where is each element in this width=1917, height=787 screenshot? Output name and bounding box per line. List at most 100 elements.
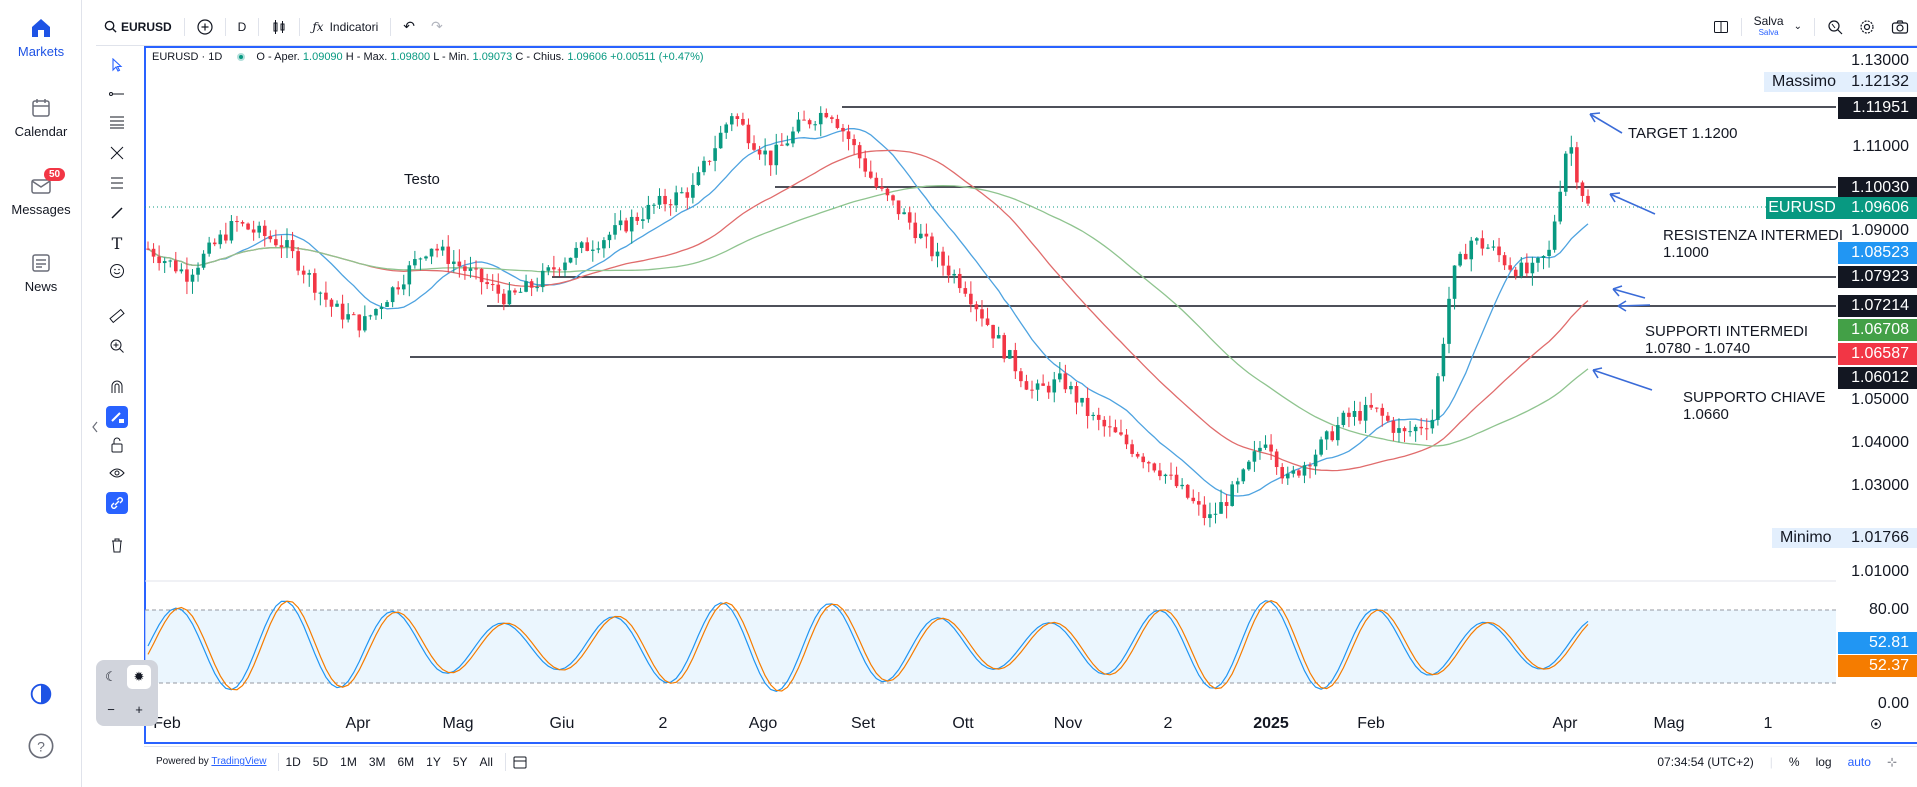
candle-body xyxy=(451,261,456,264)
nav-markets[interactable]: Markets xyxy=(0,16,82,59)
sync-drawings-tool[interactable] xyxy=(106,492,128,514)
range-1m[interactable]: 1M xyxy=(340,754,357,769)
range-5y[interactable]: 5Y xyxy=(452,754,468,769)
arrow-key-support[interactable] xyxy=(1592,367,1653,391)
osc-tick: 0.00 xyxy=(1877,695,1909,712)
symbol-tag: EURUSD xyxy=(1766,197,1838,219)
candle-body xyxy=(290,240,295,252)
pattern-tool[interactable] xyxy=(106,142,128,164)
lock-tool[interactable] xyxy=(106,434,128,456)
nav-news[interactable]: News xyxy=(0,251,82,294)
compare-symbol-button[interactable] xyxy=(189,13,221,41)
goto-date-icon[interactable] xyxy=(512,754,528,770)
zoom-out-button[interactable]: − xyxy=(107,701,115,717)
range-1d[interactable]: 1D xyxy=(285,754,301,769)
price-axis[interactable]: 1.13000 1.11000 1.09000 1.05000 1.04000 … xyxy=(1764,46,1917,736)
candle-body xyxy=(212,242,217,245)
candle-body xyxy=(1052,379,1057,393)
annotation-resistance-2[interactable]: 1.1000 xyxy=(1663,244,1709,261)
fib-tool[interactable] xyxy=(106,111,128,133)
arrow-support-a[interactable] xyxy=(1612,285,1646,299)
maximize-icon[interactable]: ⊹ xyxy=(1886,755,1897,769)
candle-body xyxy=(468,268,473,271)
annotation-key-support-1[interactable]: SUPPORTO CHIAVE xyxy=(1683,389,1826,406)
fib-icon xyxy=(110,116,124,129)
collapse-panel-icon[interactable] xyxy=(90,420,100,434)
annotation-resistance-1[interactable]: RESISTENZA INTERMEDI xyxy=(1663,227,1843,244)
time-axis[interactable]: Feb Apr Mag Giu 2 Ago Set Ott Nov 2 2025… xyxy=(144,712,1881,736)
interval-button[interactable]: D xyxy=(237,19,247,34)
magnet-icon xyxy=(111,380,123,393)
candle-body xyxy=(429,248,434,257)
cursor-tool[interactable] xyxy=(106,54,128,76)
candle-body xyxy=(1452,265,1457,299)
nav-messages[interactable]: 50 Messages xyxy=(0,168,82,217)
nav-calendar[interactable]: Calendar xyxy=(0,96,82,139)
tradingview-link[interactable]: TradingView xyxy=(211,756,267,767)
ruler-icon xyxy=(109,308,125,324)
candle-body xyxy=(502,293,506,305)
projection-tool[interactable] xyxy=(106,172,128,194)
zoom-tool[interactable] xyxy=(106,335,128,357)
chart-legend[interactable]: EURUSD · 1D O - Aper. 1.09090 H - Max. 1… xyxy=(152,51,704,63)
annotation-supports-2[interactable]: 1.0780 - 1.0740 xyxy=(1645,340,1750,357)
help-icon[interactable]: ? xyxy=(27,732,55,760)
arrow-resistance[interactable] xyxy=(1609,192,1656,215)
annotation-key-support-2[interactable]: 1.0660 xyxy=(1683,406,1729,423)
snapshot-button[interactable] xyxy=(1883,13,1917,41)
clock[interactable]: 07:34:54 (UTC+2) xyxy=(1657,755,1754,769)
candle-body xyxy=(729,116,734,125)
indicators-button[interactable]: ƒx Indicatori xyxy=(304,13,386,41)
candle-body xyxy=(1397,428,1401,433)
emoji-tool[interactable] xyxy=(106,260,128,282)
candle-body xyxy=(235,221,239,223)
annotation-target[interactable]: TARGET 1.1200 xyxy=(1628,125,1738,142)
annotation-testo[interactable]: Testo xyxy=(404,171,440,188)
magnet-tool[interactable] xyxy=(106,376,128,398)
candles-icon xyxy=(273,19,285,34)
zoom-in-button[interactable]: + xyxy=(135,701,143,717)
sun-icon[interactable]: ✹ xyxy=(127,665,151,689)
candle-body xyxy=(1530,262,1535,274)
quick-search-button[interactable] xyxy=(1819,13,1851,41)
delete-tool[interactable] xyxy=(106,534,128,556)
brush-tool[interactable] xyxy=(106,202,128,224)
range-5d[interactable]: 5D xyxy=(312,754,329,769)
keep-drawing-tool[interactable] xyxy=(106,406,128,428)
undo-button[interactable]: ↶ xyxy=(395,13,423,41)
settings-button[interactable] xyxy=(1851,13,1883,41)
visibility-tool[interactable] xyxy=(106,462,128,484)
candle-body xyxy=(251,229,256,233)
candle-body xyxy=(579,242,584,248)
range-all[interactable]: All xyxy=(479,754,493,769)
log-toggle[interactable]: log xyxy=(1815,755,1832,769)
candle-body xyxy=(1085,397,1090,416)
range-3m[interactable]: 3M xyxy=(368,754,386,769)
redo-button[interactable]: ↷ xyxy=(423,13,451,41)
arrow-support-b[interactable] xyxy=(1617,300,1651,312)
range-1y[interactable]: 1Y xyxy=(426,754,441,769)
layout-button[interactable] xyxy=(1705,13,1737,41)
theme-toggle-icon[interactable] xyxy=(27,680,55,708)
symbol-search[interactable]: EURUSD xyxy=(96,13,180,41)
moon-icon[interactable]: ☾ xyxy=(105,669,117,684)
candle-body xyxy=(1502,255,1507,266)
save-button[interactable]: Salva Salva ⌄ xyxy=(1746,13,1810,41)
candle-body xyxy=(763,150,767,155)
candle-body xyxy=(1152,463,1157,471)
candle-body xyxy=(1575,147,1579,183)
undo-icon: ↶ xyxy=(403,18,415,34)
auto-toggle[interactable]: auto xyxy=(1847,755,1871,769)
candle-body xyxy=(1096,414,1101,420)
range-6m[interactable]: 6M xyxy=(397,754,415,769)
ruler-tool[interactable] xyxy=(106,305,128,327)
candle-body xyxy=(696,172,701,185)
annotation-supports-1[interactable]: SUPPORTI INTERMEDI xyxy=(1645,323,1808,340)
chart-type-button[interactable] xyxy=(263,13,295,41)
arrow-target[interactable] xyxy=(1589,112,1623,134)
percent-toggle[interactable]: % xyxy=(1788,755,1800,769)
text-tool[interactable]: T xyxy=(106,232,128,254)
time-settings-icon[interactable] xyxy=(1870,718,1882,730)
trendline-tool[interactable] xyxy=(106,83,128,105)
